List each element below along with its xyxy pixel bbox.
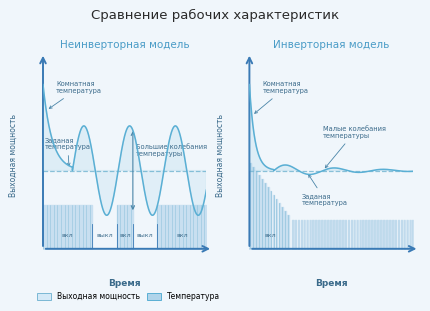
Text: Комнатная
температура: Комнатная температура (255, 81, 308, 113)
Text: Комнатная
температура: Комнатная температура (49, 81, 102, 109)
Text: Выходная мощность: Выходная мощность (9, 114, 18, 197)
Text: выкл: выкл (137, 233, 154, 238)
Legend: Выходная мощность, Температура: Выходная мощность, Температура (34, 289, 224, 304)
Text: выкл: выкл (96, 233, 113, 238)
Text: Выходная мощность: Выходная мощность (215, 114, 224, 197)
Text: Неинверторная модель: Неинверторная модель (60, 40, 190, 50)
Text: Большие колебания
температуры: Большие колебания температуры (136, 144, 207, 157)
Text: Заданая
температура: Заданая температура (45, 137, 91, 166)
Text: вкл: вкл (119, 233, 131, 238)
Text: Время: Время (315, 279, 347, 288)
Text: Заданая
температура: Заданая температура (302, 175, 348, 206)
Text: вкл: вкл (61, 233, 74, 238)
Text: вкл: вкл (264, 233, 276, 238)
Text: Сравнение рабочих характеристик: Сравнение рабочих характеристик (91, 9, 339, 22)
Text: Малые колебания
температуры: Малые колебания температуры (323, 126, 386, 168)
Text: Время: Время (108, 279, 141, 288)
Text: вкл: вкл (176, 233, 188, 238)
Text: Инверторная модель: Инверторная модель (273, 40, 389, 50)
